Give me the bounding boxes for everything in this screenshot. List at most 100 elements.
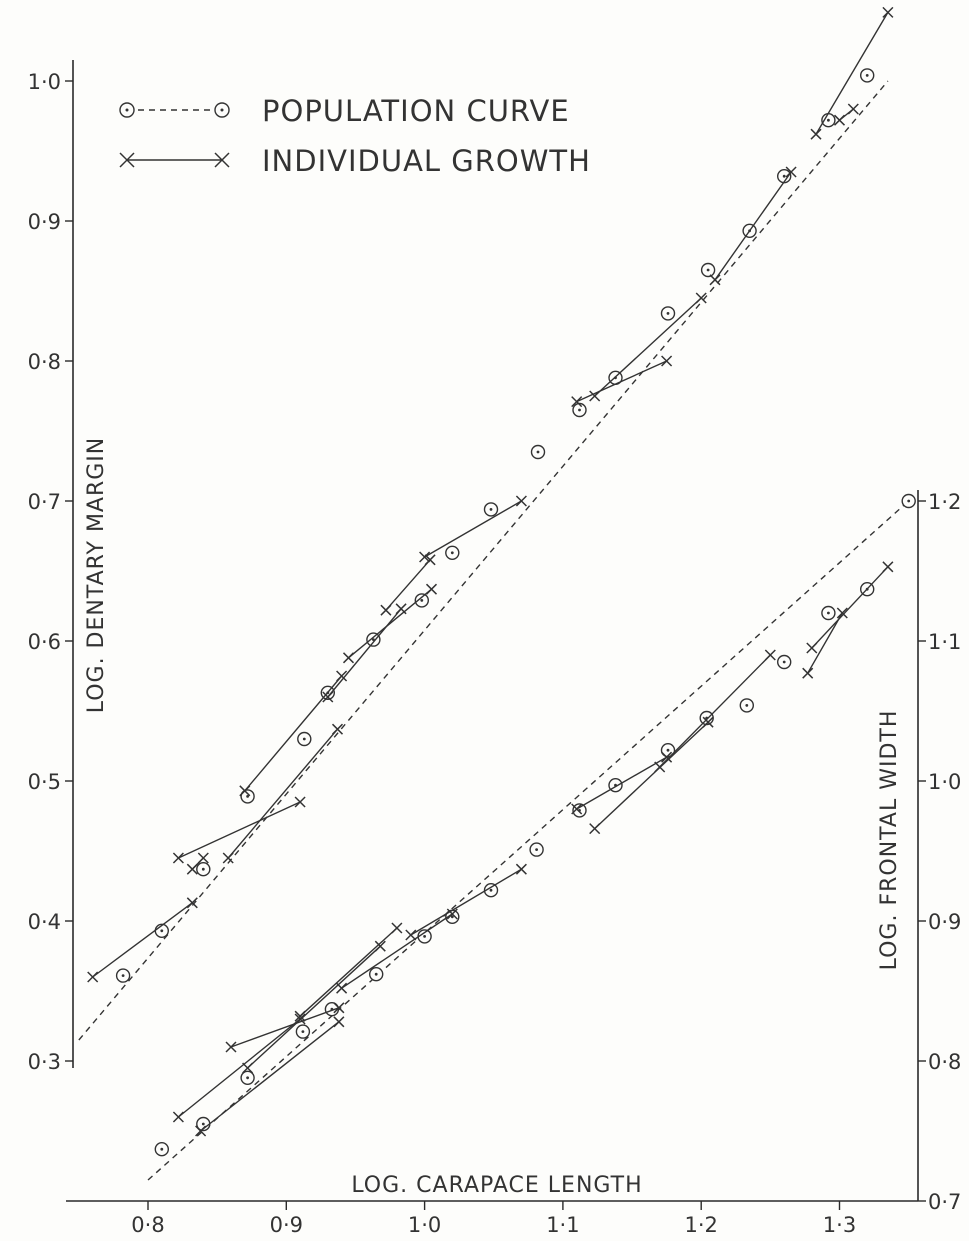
left-individual-segment-8-mark-1 — [661, 355, 673, 367]
left-individual-segment-1-mark-0 — [172, 852, 184, 864]
right-individual-segment-8-mark-0-b — [589, 823, 601, 835]
left-individual-segment-2-mark-1 — [336, 670, 348, 682]
legend-population-marker-right — [214, 102, 230, 118]
right-population-point-15-dot — [782, 660, 786, 664]
y-left-tick-label-7: 1·0 — [28, 70, 61, 94]
right-individual-segment-2-mark-0 — [225, 1041, 237, 1053]
left-population-point-10-dot — [536, 450, 540, 454]
left-individual-segment-8-mark-0-b — [571, 396, 583, 408]
left-individual-segment-5-mark-0-b — [342, 652, 355, 664]
x-tick-label-3: 1·1 — [546, 1213, 579, 1237]
left-population-point-7 — [414, 593, 429, 608]
left-individual-segment-7-mark-1 — [515, 495, 527, 507]
left-individual-segment-10-mark-0 — [709, 274, 721, 286]
left-population-point-18-dot — [865, 74, 869, 77]
left-individual-segment-9-mark-1-b — [695, 292, 707, 304]
y-left-tick-label-1: 0·4 — [28, 910, 61, 934]
left-population-point-1-dot — [160, 929, 164, 933]
right-individual-segment-2-mark-1 — [333, 1002, 345, 1014]
right-population-point-9-dot — [535, 848, 538, 851]
y-left-tick-label-5: 0·8 — [28, 350, 61, 374]
right-individual-segment-1-mark-0-b — [195, 1125, 207, 1137]
y-right-tick-label-3: 1·0 — [928, 770, 961, 794]
left-population-point-0 — [115, 968, 131, 983]
right-population-point-0 — [154, 1141, 170, 1157]
right-population-point-8-dot — [489, 888, 493, 892]
left-individual-segment-13-mark-1 — [847, 103, 859, 115]
left-individual-segment-0-mark-0 — [87, 971, 99, 983]
left-population-point-2 — [196, 862, 211, 877]
x-tick-label-1: 0·9 — [270, 1213, 303, 1237]
right-population-point-7-dot — [450, 915, 454, 919]
y-right-tick-label-5: 1·2 — [928, 490, 961, 514]
right-individual-segment-3-mark-0 — [242, 1062, 254, 1074]
y-left-tick-label-4: 0·7 — [28, 490, 61, 514]
right-individual-segment-0-mark-0-b — [172, 1111, 184, 1123]
left-individual-segment-1-mark-1-b — [294, 796, 306, 808]
right-individual-segment-11-mark-1 — [882, 561, 894, 573]
right-individual-segment-6-mark-0 — [405, 929, 417, 941]
left-individual-segment-1 — [178, 801, 301, 859]
legend: POPULATION CURVE INDIVIDUAL GROWTH — [119, 94, 590, 178]
left-individual-segment-3 — [227, 728, 339, 859]
left-population-point-14-dot — [706, 268, 710, 272]
left-individual-segment-3-mark-0 — [222, 852, 234, 864]
left-individual-segment-13-mark-0-b — [833, 114, 846, 126]
right-individual-segment-5-mark-1-b — [446, 908, 458, 920]
right-individual-segment-7-mark-0-b — [571, 803, 583, 815]
x-tick-label-5: 1·3 — [823, 1213, 856, 1237]
left-individual-segment-8-mark-1-b — [661, 355, 673, 367]
y-left-tick-label-3: 0·6 — [28, 630, 61, 654]
y-left-axis-title: LOG. DENTARY MARGIN — [84, 437, 109, 714]
x-axis-title: LOG. CARAPACE LENGTH — [351, 1173, 642, 1198]
right-individual-segment-2 — [230, 1007, 340, 1048]
right-population-point-2 — [240, 1070, 255, 1086]
right-individual-segment-5-mark-1 — [446, 908, 458, 920]
left-individual-segment-6-mark-1-b — [424, 554, 436, 566]
right-individual-segment-9-mark-1 — [764, 649, 776, 661]
right-population-point-5-dot — [374, 972, 378, 976]
right-individual-segment-11-mark-1-b — [882, 561, 894, 573]
right-population-point-14-dot — [745, 704, 749, 707]
left-individual-segment-5-mark-1 — [425, 583, 438, 595]
right-population-point-15 — [777, 654, 792, 670]
right-individual-segment-3-mark-1-b — [374, 940, 386, 952]
right-individual-segment-8-mark-0 — [589, 823, 601, 835]
left-individual-segment-3-mark-1-b — [331, 723, 344, 735]
left-individual-segment-9-mark-1 — [695, 292, 707, 304]
left-individual-segment-4 — [327, 608, 402, 698]
left-individual-segment-10-mark-1-b — [785, 166, 797, 178]
left-individual-segment-9-mark-0-b — [589, 390, 601, 402]
right-individual-segment-1-mark-0 — [195, 1125, 207, 1137]
left-individual-segment-7 — [424, 500, 522, 558]
right-population-curve — [147, 500, 910, 1181]
left-individual-segment-10-mark-0-b — [709, 274, 721, 286]
right-individual-segment-10-mark-1 — [836, 607, 848, 619]
right-individual-segment-4 — [299, 927, 398, 1017]
right-individual-segment-6-mark-1-b — [515, 863, 527, 875]
right-individual-segment-7-mark-1 — [661, 751, 673, 763]
legend-individual-marker-right — [214, 152, 230, 168]
left-individual-segment-9-mark-0 — [589, 390, 601, 402]
left-individual-segment-11-mark-0 — [810, 128, 822, 140]
left-individual-segment-5 — [348, 588, 432, 659]
right-population-point-6-dot — [423, 935, 426, 938]
left-individual-segment-12-mark-0 — [186, 863, 198, 875]
left-individual-segment-2-mark-0-b — [239, 785, 251, 797]
right-individual-segment-10-mark-1-b — [836, 607, 848, 619]
right-individual-segment-11 — [811, 566, 889, 649]
left-individual-segment-4-mark-0 — [322, 691, 334, 703]
left-individual-segment-3-mark-0-b — [222, 852, 234, 864]
left-population-point-4-dot — [302, 737, 306, 741]
right-population-point-14 — [739, 698, 754, 713]
left-individual-segment-3-mark-1 — [331, 723, 344, 735]
right-population-point-18-dot — [907, 499, 911, 503]
right-individual-segment-5-mark-0 — [336, 982, 348, 994]
left-individual-segment-2-mark-0 — [239, 785, 251, 797]
left-individual-segment-11-mark-1 — [882, 6, 894, 18]
right-individual-segment-7-mark-0 — [571, 803, 583, 815]
left-individual-segment-8-mark-0 — [571, 396, 583, 408]
left-individual-segment-11 — [815, 12, 889, 135]
right-population-point-8 — [483, 883, 499, 898]
legend-population-label: POPULATION CURVE — [262, 94, 570, 128]
